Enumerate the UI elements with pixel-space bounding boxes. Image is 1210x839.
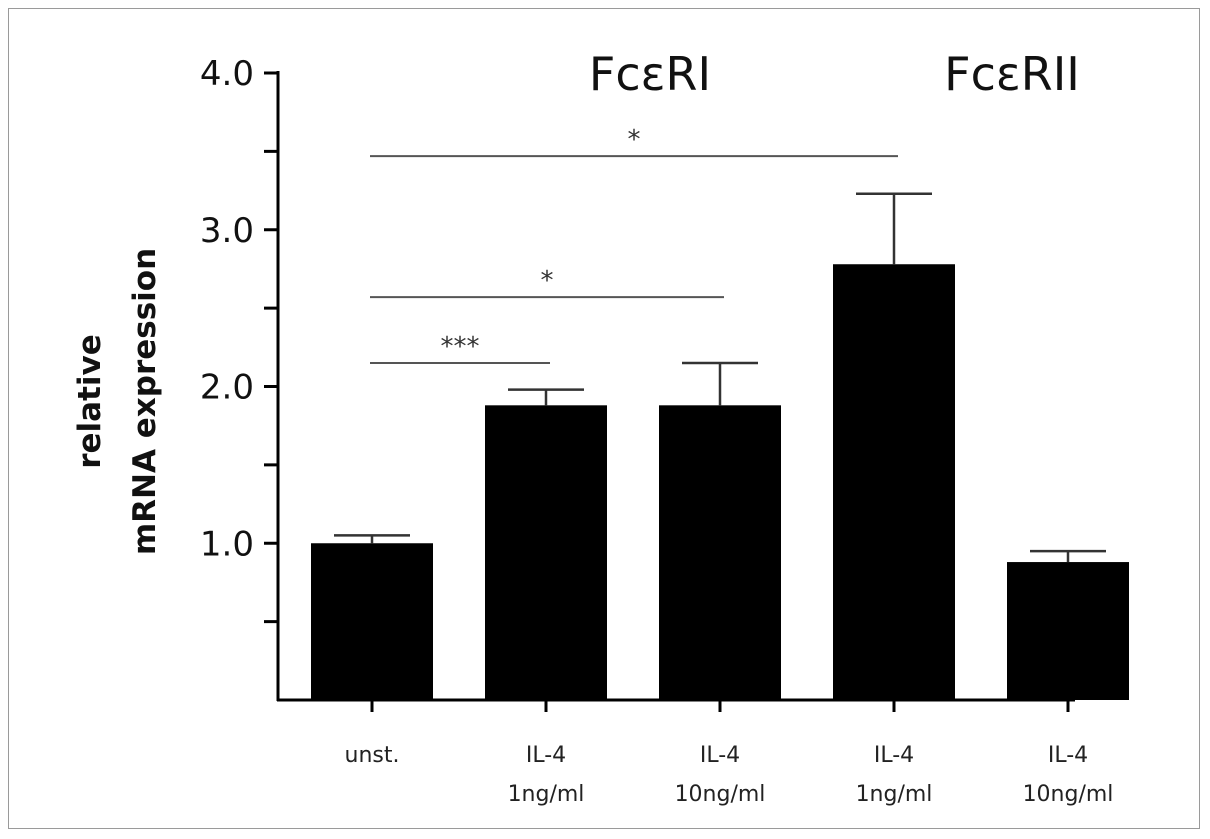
y-tick-label: 1.0	[200, 524, 254, 564]
x-tick-label: IL-4	[526, 743, 566, 768]
x-tick-label: unst.	[345, 743, 400, 768]
significance-label: *	[541, 266, 554, 296]
y-axis-label-line: relative	[72, 334, 108, 469]
x-tick-labels: unst. IL-4 1ng/ml IL-4 10ng/ml IL-4 1ng/ml IL-4…	[345, 743, 1114, 807]
bars	[311, 264, 1129, 700]
x-tick-label: 10ng/ml	[675, 782, 766, 807]
significance-annotations: *****	[370, 125, 898, 364]
x-tick-label: 1ng/ml	[856, 782, 933, 807]
x-tick-label: 10ng/ml	[1023, 782, 1114, 807]
x-tick-label: 1ng/ml	[508, 782, 585, 807]
y-tick-labels: 1.0 2.0 3.0 4.0	[200, 54, 254, 564]
group-label: FcεRII	[944, 47, 1080, 101]
significance-label: *	[628, 125, 641, 155]
x-tick-label: IL-4	[1048, 743, 1088, 768]
group-label: FcεRI	[589, 47, 711, 101]
bar	[311, 543, 433, 700]
x-tick-label: IL-4	[874, 743, 914, 768]
bar	[659, 405, 781, 700]
significance-label: ***	[441, 332, 480, 362]
bar	[1007, 562, 1129, 700]
y-axis-label-line: mRNA expression	[127, 248, 163, 555]
figure-frame	[8, 8, 1200, 829]
error-bars	[334, 192, 1106, 563]
y-tick-label: 4.0	[200, 54, 254, 94]
bar	[833, 264, 955, 700]
y-axis-label: relative mRNA expression	[72, 248, 163, 555]
bar	[485, 405, 607, 700]
y-tick-label: 3.0	[200, 211, 254, 251]
group-labels: FcεRI FcεRII	[589, 47, 1080, 101]
y-tick-label: 2.0	[200, 368, 254, 408]
x-tick-label: IL-4	[700, 743, 740, 768]
